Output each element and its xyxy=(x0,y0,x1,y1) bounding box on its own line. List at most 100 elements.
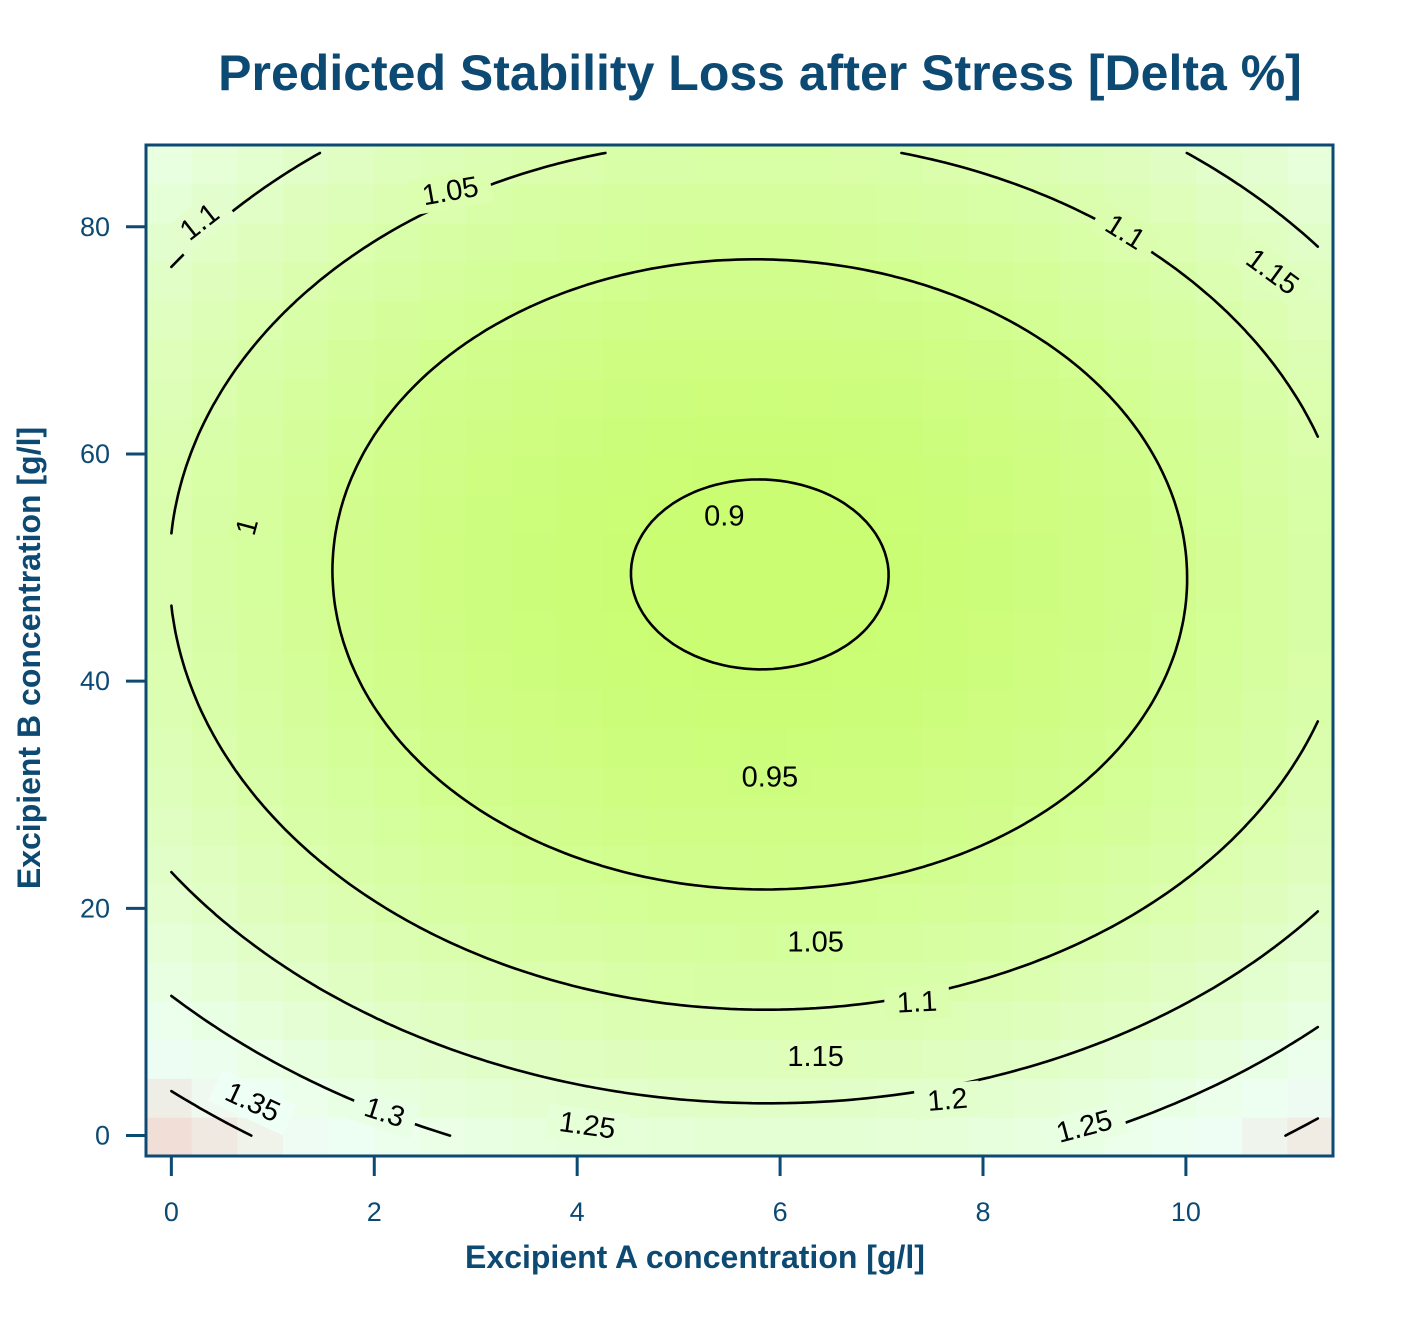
heatmap-cell xyxy=(465,767,512,807)
heatmap-cell xyxy=(876,339,923,379)
heatmap-cell xyxy=(739,533,786,574)
heatmap-cell xyxy=(785,417,832,457)
heatmap-cell xyxy=(511,378,558,418)
heatmap-cell xyxy=(1196,689,1243,729)
heatmap-cell xyxy=(374,922,421,963)
heatmap-cell xyxy=(374,806,421,846)
heatmap-cell xyxy=(1241,844,1288,885)
heatmap-cell xyxy=(648,417,695,457)
contour-label: 1.25 xyxy=(557,1106,617,1146)
heatmap-cell xyxy=(191,689,238,729)
heatmap-cell xyxy=(328,339,375,379)
heatmap-cell xyxy=(785,222,832,263)
heatmap-cell xyxy=(556,222,604,263)
heatmap-cell xyxy=(648,339,695,379)
heatmap-cell xyxy=(282,1000,330,1040)
heatmap-cell xyxy=(1196,261,1243,302)
contour-label-background xyxy=(1040,1099,1129,1155)
heatmap-cell xyxy=(739,572,786,613)
heatmap-cell xyxy=(922,417,969,457)
heatmap-cell xyxy=(648,1117,695,1157)
heatmap-cell xyxy=(967,339,1015,379)
heatmap-cell xyxy=(876,533,923,574)
heatmap-cell xyxy=(237,261,284,302)
heatmap-cell xyxy=(876,183,923,224)
heatmap-cell xyxy=(328,844,375,885)
x-tick-label: 2 xyxy=(367,1197,382,1227)
heatmap-cell xyxy=(602,1039,649,1079)
heatmap-cell xyxy=(1104,728,1151,768)
heatmap-cell xyxy=(146,378,193,418)
heatmap-cell xyxy=(1150,689,1197,729)
heatmap-cell xyxy=(602,183,649,224)
heatmap-cell xyxy=(922,767,969,807)
heatmap-cell xyxy=(419,572,467,613)
y-axis-title: Excipient B concentration [g/l] xyxy=(11,427,47,889)
heatmap-cell xyxy=(282,533,330,574)
heatmap-cell xyxy=(511,611,558,652)
heatmap-cell xyxy=(465,650,512,690)
heatmap-cell xyxy=(191,806,238,846)
heatmap-cell xyxy=(419,261,467,302)
heatmap-cell xyxy=(602,728,649,768)
heatmap-cell xyxy=(191,145,238,185)
heatmap-cell xyxy=(830,883,878,924)
heatmap-cell xyxy=(1150,961,1197,1002)
heatmap-cell xyxy=(282,339,330,379)
heatmap-cell xyxy=(237,222,284,263)
heatmap-cell xyxy=(967,689,1015,729)
contour-label-group: 1.2 xyxy=(913,1080,982,1121)
heatmap-cell xyxy=(1013,650,1060,690)
heatmap-cell xyxy=(191,1000,238,1040)
contour-label-background xyxy=(774,1040,857,1075)
heatmap-cell xyxy=(693,922,741,963)
heatmap-cell xyxy=(1104,533,1151,574)
heatmap-cell xyxy=(282,261,330,302)
heatmap-cell xyxy=(1241,572,1288,613)
heatmap-cell xyxy=(785,1078,832,1118)
heatmap-cell xyxy=(693,844,741,885)
heatmap-cell xyxy=(1196,572,1243,613)
x-tick-label: 0 xyxy=(164,1197,179,1227)
heatmap-cell xyxy=(465,728,512,768)
heatmap-cell xyxy=(1196,806,1243,846)
heatmap-cell xyxy=(374,339,421,379)
heatmap-cell xyxy=(282,883,330,924)
heatmap-cell xyxy=(739,611,786,652)
heatmap-cell xyxy=(648,145,695,185)
heatmap-cell xyxy=(1241,1117,1288,1157)
x-tick-label: 6 xyxy=(773,1197,788,1227)
heatmap-cell xyxy=(876,222,923,263)
heatmap-cell xyxy=(282,378,330,418)
heatmap-cell xyxy=(374,767,421,807)
heatmap-cell xyxy=(1059,883,1106,924)
heatmap-cell xyxy=(693,1078,741,1118)
heatmap-cell xyxy=(237,378,284,418)
heatmap-cell xyxy=(602,339,649,379)
contour-label-background xyxy=(883,983,951,1022)
heatmap-cell xyxy=(1287,961,1334,1002)
heatmap-cell xyxy=(693,1117,741,1157)
heatmap-cell xyxy=(1059,844,1106,885)
heatmap-cell xyxy=(602,844,649,885)
heatmap-cell xyxy=(922,806,969,846)
heatmap-cell xyxy=(922,494,969,535)
heatmap-cell xyxy=(191,533,238,574)
heatmap-cell xyxy=(1104,650,1151,690)
heatmap-cell xyxy=(1059,145,1106,185)
heatmap-cell xyxy=(830,145,878,185)
heatmap-cell xyxy=(282,650,330,690)
heatmap-cell xyxy=(556,533,604,574)
heatmap-cell xyxy=(1059,261,1106,302)
heatmap-cell xyxy=(967,767,1015,807)
heatmap-cell xyxy=(146,494,193,535)
heatmap-cell xyxy=(1196,611,1243,652)
heatmap-cell xyxy=(830,728,878,768)
contour-line xyxy=(331,258,1189,891)
heatmap-cell xyxy=(374,572,421,613)
y-axis: 0 20 40 60 80 xyxy=(80,212,148,1151)
heatmap-cell xyxy=(328,1039,375,1079)
heatmap-cell xyxy=(602,689,649,729)
heatmap-cell xyxy=(1150,1000,1197,1040)
heatmap-cell xyxy=(1059,728,1106,768)
